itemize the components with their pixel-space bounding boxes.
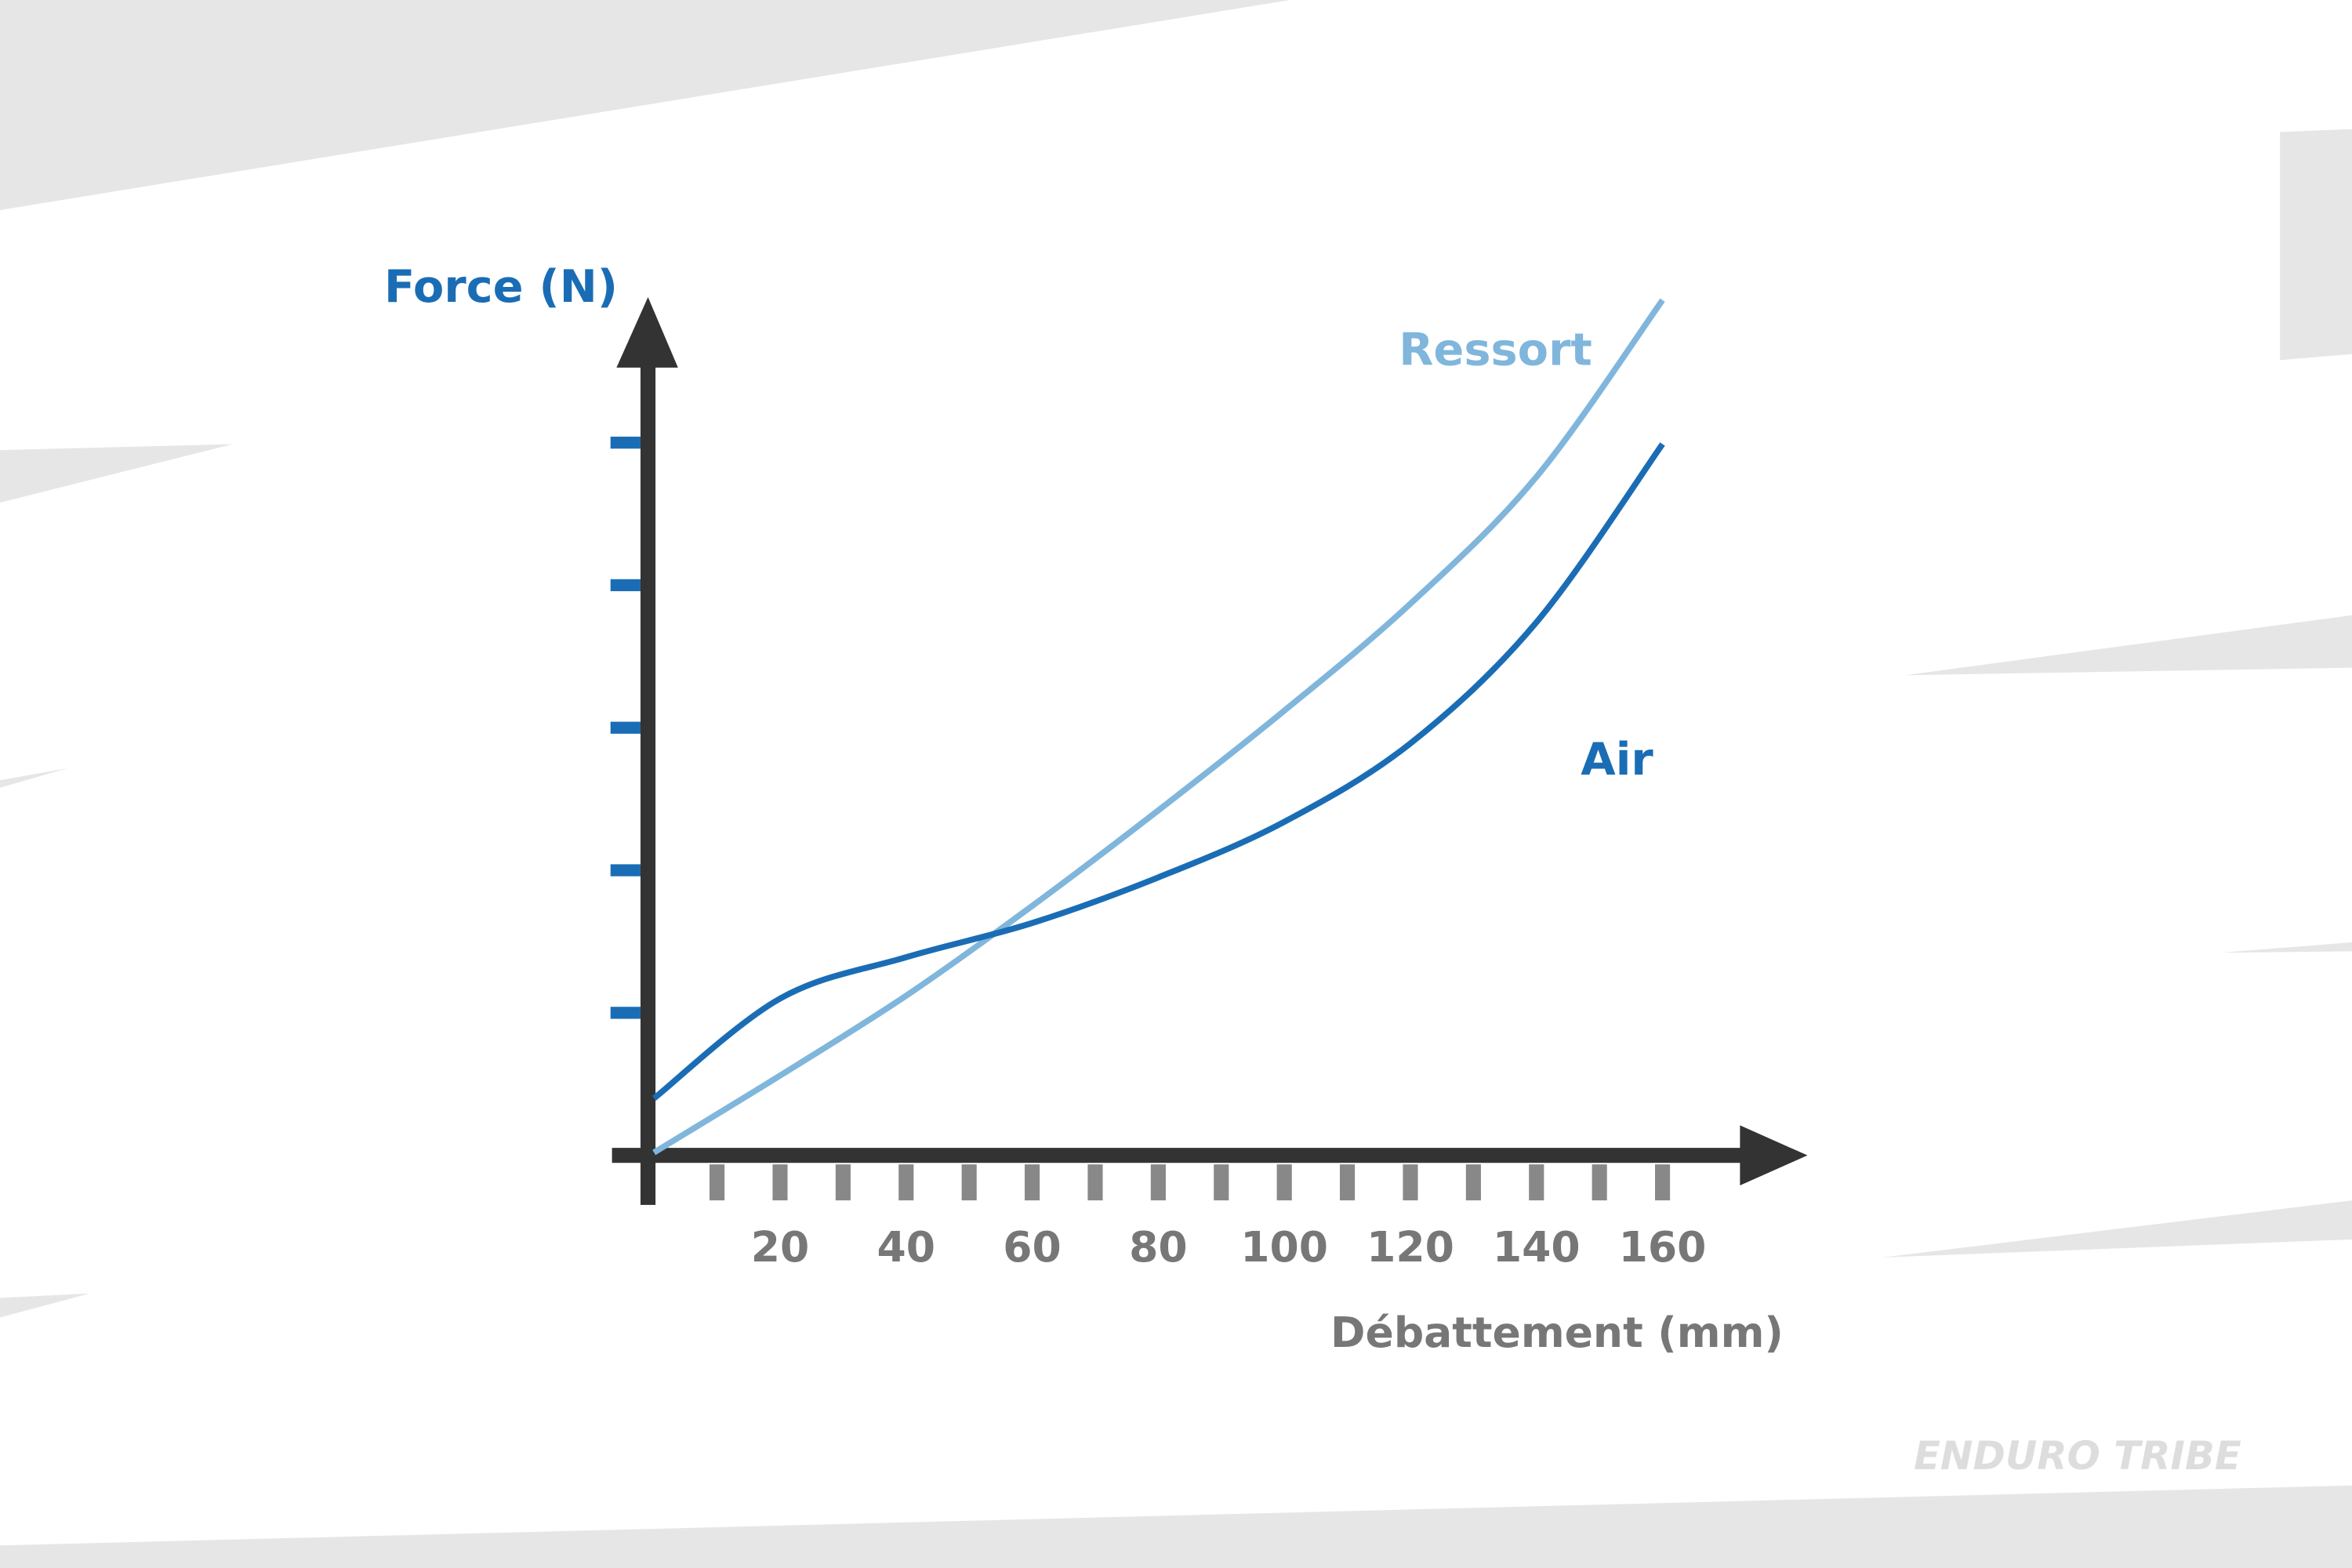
x-tick-label: 80	[1129, 1222, 1188, 1272]
watermark: ENDURO TRIBE	[1914, 1433, 2241, 1479]
x-tick	[898, 1164, 914, 1201]
y-axis-label: Force (N)	[384, 260, 618, 313]
x-tick	[710, 1164, 725, 1201]
x-tick	[1150, 1164, 1166, 1201]
x-tick-label: 140	[1493, 1222, 1581, 1272]
x-tick	[1592, 1164, 1607, 1201]
x-tick	[1655, 1164, 1671, 1201]
x-tick	[1529, 1164, 1544, 1201]
y-axis-arrow	[616, 296, 678, 368]
y-tick	[610, 436, 641, 449]
x-tick-label: 160	[1619, 1222, 1707, 1272]
x-tick-label: 100	[1240, 1222, 1328, 1272]
y-tick	[610, 721, 641, 734]
x-tick-label: 120	[1367, 1222, 1454, 1272]
legend-label: Ressort	[1399, 323, 1592, 376]
legend-label: Air	[1581, 733, 1653, 786]
y-tick	[610, 1007, 641, 1019]
x-axis-arrow	[1740, 1125, 1808, 1185]
x-tick	[1214, 1164, 1229, 1201]
x-tick	[1087, 1164, 1103, 1201]
x-tick-label: 20	[751, 1222, 810, 1272]
x-tick	[772, 1164, 788, 1201]
x-tick	[1025, 1164, 1040, 1201]
y-tick	[610, 864, 641, 877]
line	[652, 298, 1665, 1156]
x-tick	[961, 1164, 977, 1201]
x-tick	[1276, 1164, 1292, 1201]
x-tick-label: 60	[1003, 1222, 1062, 1272]
x-tick	[1340, 1164, 1356, 1201]
line	[652, 442, 1665, 1101]
x-tick-label: 40	[877, 1222, 936, 1272]
x-tick	[1403, 1164, 1418, 1201]
x-tick	[1465, 1164, 1481, 1201]
x-axis-label: Débattement (mm)	[1330, 1308, 1784, 1357]
y-tick	[610, 579, 641, 592]
x-tick	[835, 1164, 851, 1201]
